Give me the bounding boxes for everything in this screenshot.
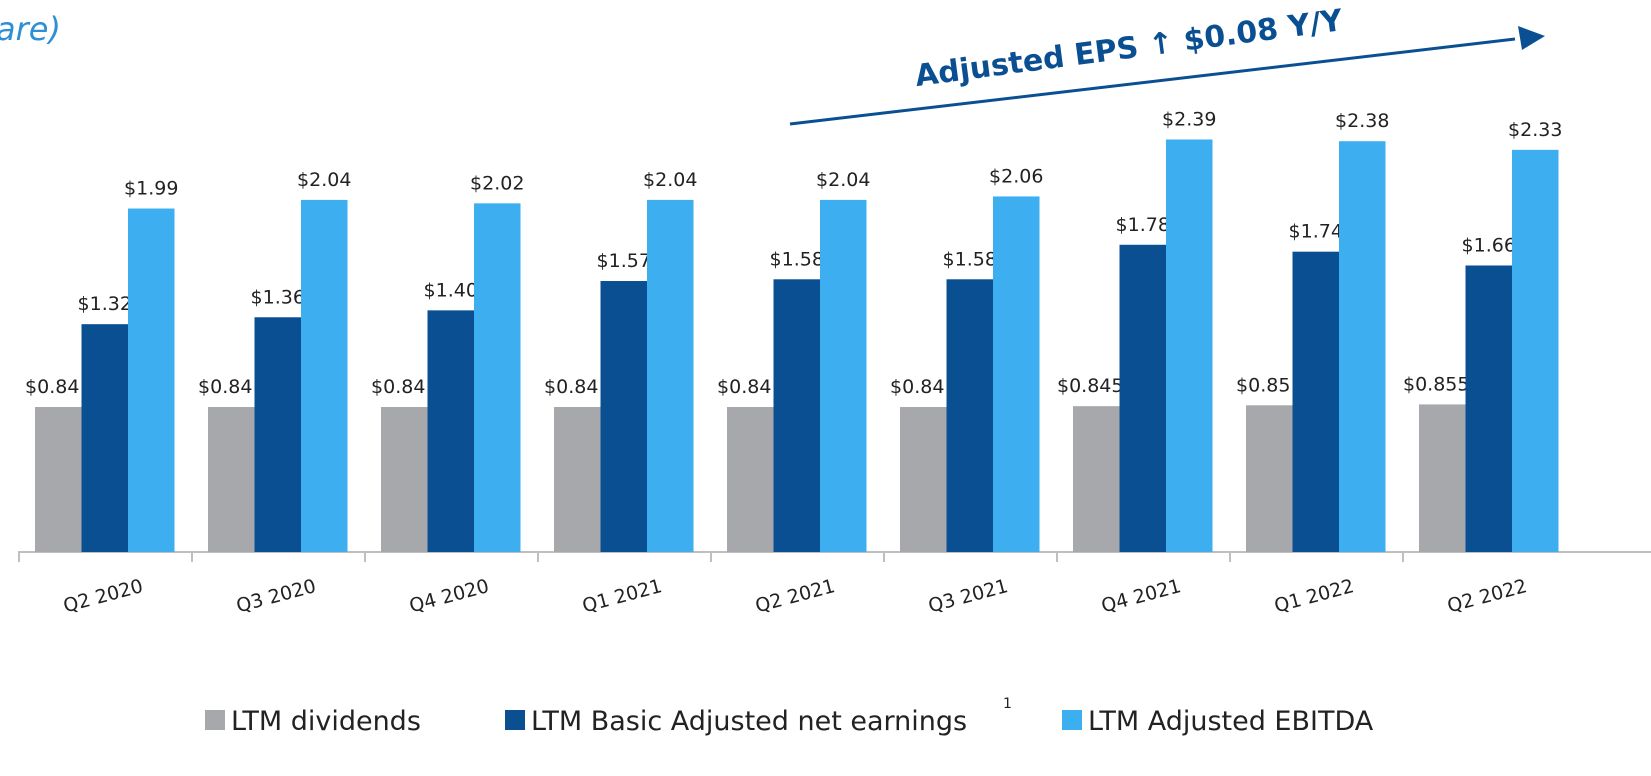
value-label: $0.84 (717, 376, 771, 398)
value-label: $2.38 (1335, 110, 1389, 132)
bar (35, 407, 82, 552)
bar (900, 407, 947, 552)
value-label: $2.39 (1162, 108, 1216, 130)
bar (81, 324, 128, 552)
value-label: $0.84 (198, 376, 252, 398)
x-tick-label: Q1 2021 (580, 575, 664, 617)
bar (254, 317, 301, 552)
bar (1166, 139, 1213, 552)
annotation: Adjusted EPS ↑ $0.08 Y/Y (913, 3, 1346, 94)
value-label: $1.66 (1462, 234, 1516, 256)
bar (1246, 405, 1293, 552)
legend-label: LTM Adjusted EBITDA (1088, 706, 1374, 737)
bar (1419, 404, 1466, 552)
bar (1465, 265, 1512, 552)
legend-swatch (505, 710, 525, 730)
legend-swatch (205, 710, 225, 730)
bar (128, 208, 175, 552)
bar (1119, 244, 1166, 552)
bar (301, 199, 348, 552)
value-label: $0.845 (1057, 375, 1123, 397)
x-tick-label: Q4 2021 (1099, 575, 1183, 617)
legend-label: LTM dividends (231, 706, 421, 737)
value-label: $2.33 (1508, 119, 1562, 141)
value-label: $0.855 (1403, 373, 1469, 395)
x-tick-label: Q3 2021 (926, 575, 1010, 617)
trend-arrow (789, 37, 1516, 126)
x-tick-label: Q2 2020 (61, 575, 145, 617)
value-label: $2.04 (297, 169, 351, 191)
value-label: $1.32 (78, 293, 132, 315)
value-label: $1.36 (251, 286, 305, 308)
value-label: $0.84 (890, 376, 944, 398)
value-label: $1.74 (1289, 221, 1343, 243)
value-label: $2.04 (816, 169, 870, 191)
value-label: $1.40 (424, 279, 478, 301)
bar (1073, 406, 1120, 552)
x-tick-label: Q4 2020 (407, 575, 491, 617)
bar (208, 407, 255, 552)
value-label: $1.78 (1116, 214, 1170, 236)
x-tick-label: Q2 2022 (1445, 575, 1529, 617)
bar (993, 196, 1040, 552)
bar (427, 310, 474, 552)
bar (946, 279, 993, 552)
chart-title: are) (0, 10, 61, 48)
value-label: $2.04 (643, 169, 697, 191)
bar (647, 199, 694, 552)
bar (727, 407, 774, 552)
x-tick-label: Q1 2022 (1272, 575, 1356, 617)
bar (1292, 251, 1339, 552)
value-label: $2.06 (989, 165, 1043, 187)
value-label: $0.84 (371, 376, 425, 398)
value-label: $0.85 (1236, 374, 1290, 396)
x-tick-label: Q3 2020 (234, 575, 318, 617)
legend-swatch (1062, 710, 1082, 730)
bar (474, 203, 521, 552)
bar (820, 199, 867, 552)
value-label: $2.02 (470, 172, 524, 194)
footnote-mark: 1 (1003, 696, 1012, 712)
bar (381, 407, 428, 552)
value-label: $1.99 (124, 178, 178, 200)
value-label: $0.84 (544, 376, 598, 398)
bar (600, 281, 647, 552)
value-label: $1.57 (597, 250, 651, 272)
arrow-head (1518, 26, 1545, 50)
bar (554, 407, 601, 552)
value-label: $1.58 (770, 248, 824, 270)
bar (1339, 141, 1386, 552)
bar (1512, 149, 1559, 553)
legend-label: LTM Basic Adjusted net earnings (531, 706, 967, 737)
value-label: $1.58 (943, 248, 997, 270)
value-label: $0.84 (25, 376, 79, 398)
x-tick-label: Q2 2021 (753, 575, 837, 617)
bar (773, 279, 820, 552)
